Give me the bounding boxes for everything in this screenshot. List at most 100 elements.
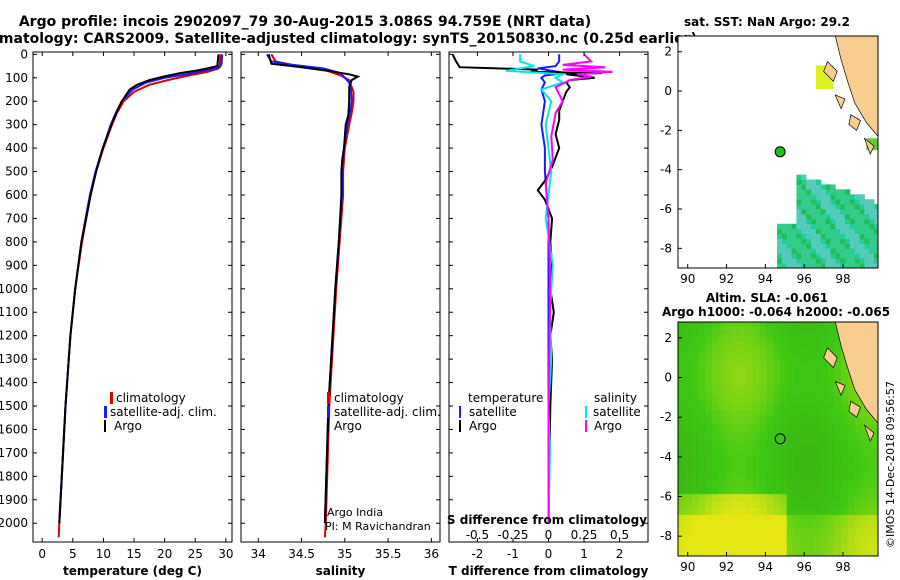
sst-cell [859,204,865,210]
sla-cell [684,382,693,391]
sla-cell [745,493,754,502]
sla-cell [807,389,815,397]
sst-cell [859,233,865,239]
sla-cell [786,333,795,342]
sst-cell [859,209,865,215]
sst-cell [859,218,865,225]
sla-cell [841,514,849,522]
sla-cell [732,340,740,349]
sst-cell [874,228,878,234]
sla-cell [711,451,720,460]
sla-cell [786,396,795,404]
sst-cell [801,189,807,195]
sst-cell [791,253,797,259]
sla-cell [705,444,713,453]
sla-cell [684,549,693,556]
sst-cell [825,184,831,190]
sst-cell [801,194,807,200]
sla-cell [834,500,842,509]
sla-cell [691,326,699,335]
sla-cell [718,389,727,397]
sla-cell [678,368,686,377]
sla-cell [854,465,863,474]
sla-cell [800,472,808,481]
sla-cell [739,389,747,397]
sla-cell [786,361,795,370]
sla-cell [725,326,733,335]
sst-cell [840,233,846,239]
sla-cell [678,465,686,474]
sla-cell [813,375,822,384]
sla-cell [854,507,863,515]
sla-cell [711,458,720,467]
sst-cell [820,233,826,239]
sst-cell [849,238,856,244]
y-tick-label: 1000 [0,282,28,296]
sla-cell [766,396,774,404]
sst-cell [820,199,826,205]
sla-cell [854,431,863,439]
sla-cell [773,326,781,335]
sla-cell [752,521,761,529]
sla-cell [773,486,781,495]
sla-cell [698,347,706,356]
sla-cell [752,486,761,495]
sla-cell [779,500,788,509]
sla-cell [773,375,781,384]
sla-cell [779,549,788,556]
sst-cell [796,253,802,259]
sla-cell [759,500,767,509]
sla-cell [711,528,720,536]
sla-cell [711,382,720,391]
sla-cell [813,347,822,356]
sla-cell [820,431,829,439]
sla-cell [684,465,693,474]
sst-cell [801,253,807,259]
y-tick-label: 600 [5,188,28,202]
sla-cell [766,465,774,474]
sla-cell [752,444,761,453]
sla-cell [820,514,829,522]
sla-cell [698,326,706,335]
sla-cell [841,410,849,418]
sla-cell [698,417,706,425]
x-tick-label: 15 [126,547,141,561]
sla-cell [800,347,808,356]
sst-cell [811,199,817,205]
sla-cell [745,500,754,509]
sst-cell [830,238,836,244]
sla-cell [739,403,747,411]
sst-cell [811,184,817,190]
sla-cell [684,486,693,495]
sla-cell [773,347,781,356]
sst-cell [815,179,822,185]
sla-cell [807,347,815,356]
sla-cell [678,410,686,418]
sla-cell [752,535,761,543]
sla-cell [800,438,808,446]
sst-cell [835,248,841,254]
sla-cell [875,528,878,536]
sla-cell [759,472,767,481]
y-tick-label: 1300 [0,352,28,366]
sla-cell [759,514,767,522]
sla-cell [711,361,720,370]
sla-cell [745,444,754,453]
sla-cell [745,340,754,349]
legend-swatch-satellite [327,406,330,418]
sla-cell [725,375,733,384]
sla-cell [847,417,856,425]
sla-cell [786,326,795,335]
y-tick-label: -2 [660,123,672,137]
sla-cell [875,438,878,446]
sla-cell [875,479,878,488]
sla-cell [684,493,693,502]
sst-cell [820,263,826,268]
sst-cell [830,233,836,239]
y-tick-label: 1500 [0,399,28,413]
salinity-panel: 34 34.5 35 35.5 36 salinity [240,51,441,578]
sla-cell [773,438,781,446]
sla-cell [678,472,686,481]
sla-cell [854,451,863,460]
sla-cell [773,368,781,377]
